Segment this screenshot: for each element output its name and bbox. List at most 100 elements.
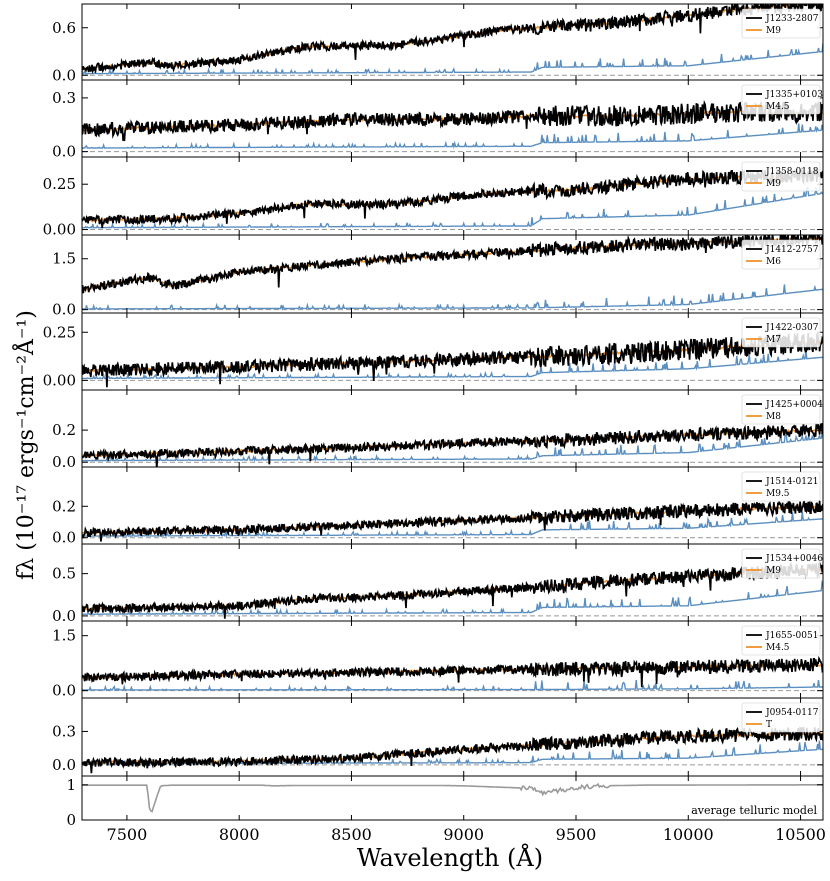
x-axis-ticks: 7500 8000 8500 9000 9500 10000 10500 [107,825,826,844]
noise-line [82,511,823,539]
legend-label-spectral-type: M4.5 [766,643,790,653]
x-axis-label: Wavelength (Å) [357,843,543,872]
y-tick-label: 0 [66,811,76,829]
y-tick-label: 0.3 [52,722,76,740]
y-tick-label: 0.0 [52,529,76,547]
legend-label-spectral-type: M9 [766,566,781,576]
y-tick-label: 0.0 [52,66,76,84]
y-tick-label: 0.0 [52,607,76,625]
y-tick-label: 0.3 [52,89,76,107]
observed-line [82,726,823,774]
panel-1: 0.0 0.6 J1233-2807 M9 [52,3,824,84]
panel-11: 0 1 average telluric model [66,775,824,829]
y-tick-label: 1.5 [52,627,76,645]
x-tick-label: 10000 [663,825,714,844]
legend-label-object: J1655-0051 [765,631,818,641]
legend-label-object: J1422-0307 [765,323,819,333]
panel-10: 0.0 0.3 J0954-0117 T [52,697,824,777]
y-tick-label: 1 [66,776,76,794]
panel-4: 0.0 1.5 J1412-2757 M6 [52,234,824,319]
y-tick-label: 0.5 [52,565,76,583]
observed-line [82,166,823,229]
y-tick-label: 0.0 [52,301,76,319]
legend-label-object: J1425+0004 [765,400,823,410]
legend-label-spectral-type: M8 [766,412,781,422]
y-tick-label: 0.2 [52,497,76,515]
panel-plot-area [82,235,823,311]
panel-8: 0.0 0.5 J1534+0046 M9 [52,543,824,625]
panel-plot-area [82,99,823,153]
y-tick-label: 0.0 [52,756,76,774]
legend-label-spectral-type: M9 [766,179,781,189]
noise-line [82,680,823,692]
panel-plot-area [82,655,823,692]
legend-label-object: J1358-0118 [765,167,819,177]
observed-line [82,421,823,467]
observed-line [82,99,823,142]
noise-line [82,431,823,463]
noise-line [82,123,823,150]
y-tick-label: 0.0 [52,143,76,161]
observed-line [82,4,823,75]
y-tick-label: 0.0 [52,453,76,471]
y-axis-label: fλ (10⁻¹⁷ ergs⁻¹cm⁻²Å⁻¹) [11,310,39,580]
x-tick-label: 8000 [219,825,260,844]
legend-label-object: J0954-0117 [765,708,819,718]
y-tick-label: 1.5 [52,250,76,268]
legend-label-spectral-type: M4.5 [766,102,790,112]
legend-label-object: J1233-2807 [765,14,819,24]
panel-plot-area [82,421,823,467]
panel-plot-area [82,561,823,619]
observed-line [82,235,823,294]
legend-label-spectral-type: M6 [766,257,781,267]
panel-3: 0.00 0.25 J1358-0118 M9 [43,156,824,239]
legend-label-spectral-type: T [766,720,772,730]
observed-line [82,655,823,688]
legend-label-object: J1335+0103 [765,90,823,100]
panel-frame [81,775,824,821]
noise-line [82,349,823,381]
panel-5: 0.00 0.25 J1422-0307 M7 [43,312,824,391]
y-tick-label: 0.00 [43,371,76,389]
telluric-legend-label: average telluric model [691,804,817,817]
panel-6: 0.0 0.2 J1425+0004 M8 [52,389,824,471]
legend-label-object: J1514-0121 [765,477,818,487]
legend-label-spectral-type: M9.5 [766,489,790,499]
y-tick-label: 0.25 [43,175,76,193]
legend-label-object: J1534+0046 [765,554,823,564]
panel-2: 0.0 0.3 J1335+0103 M4.5 [52,79,824,161]
x-tick-label: 10500 [775,825,826,844]
observed-line [82,331,823,388]
y-tick-label: 0.25 [43,323,76,341]
legend-label-spectral-type: M7 [766,335,781,345]
panel-plot-area [82,782,823,813]
noise-line [82,185,823,229]
x-tick-label: 7500 [107,825,148,844]
panel-7: 0.0 0.2 J1514-0121 M9.5 [52,466,824,547]
x-tick-label: 9000 [443,825,484,844]
panel-plot-area [82,500,823,542]
legend-label-object: J1412-2757 [765,245,819,255]
panel-9: 0.0 1.5 J1655-0051 M4.5 [52,620,824,700]
noise-line [82,42,823,76]
y-tick-label: 0.00 [43,221,76,239]
legend-label-spectral-type: M9 [766,26,781,36]
panel-plot-area [82,726,823,774]
observed-line [82,561,823,619]
panel-plot-area [82,166,823,231]
panel-plot-area [82,4,823,76]
x-tick-label: 9500 [556,825,597,844]
noise-line [82,579,823,616]
y-tick-label: 0.2 [52,421,76,439]
x-tick-label: 8500 [331,825,372,844]
noise-line [82,284,823,311]
panel-frame [81,620,824,699]
observed-line [82,500,823,542]
y-tick-label: 0.6 [52,19,76,37]
panel-frame [81,543,824,622]
y-tick-label: 0.0 [52,682,76,700]
telluric-line [82,782,823,813]
panel-plot-area [82,331,823,388]
